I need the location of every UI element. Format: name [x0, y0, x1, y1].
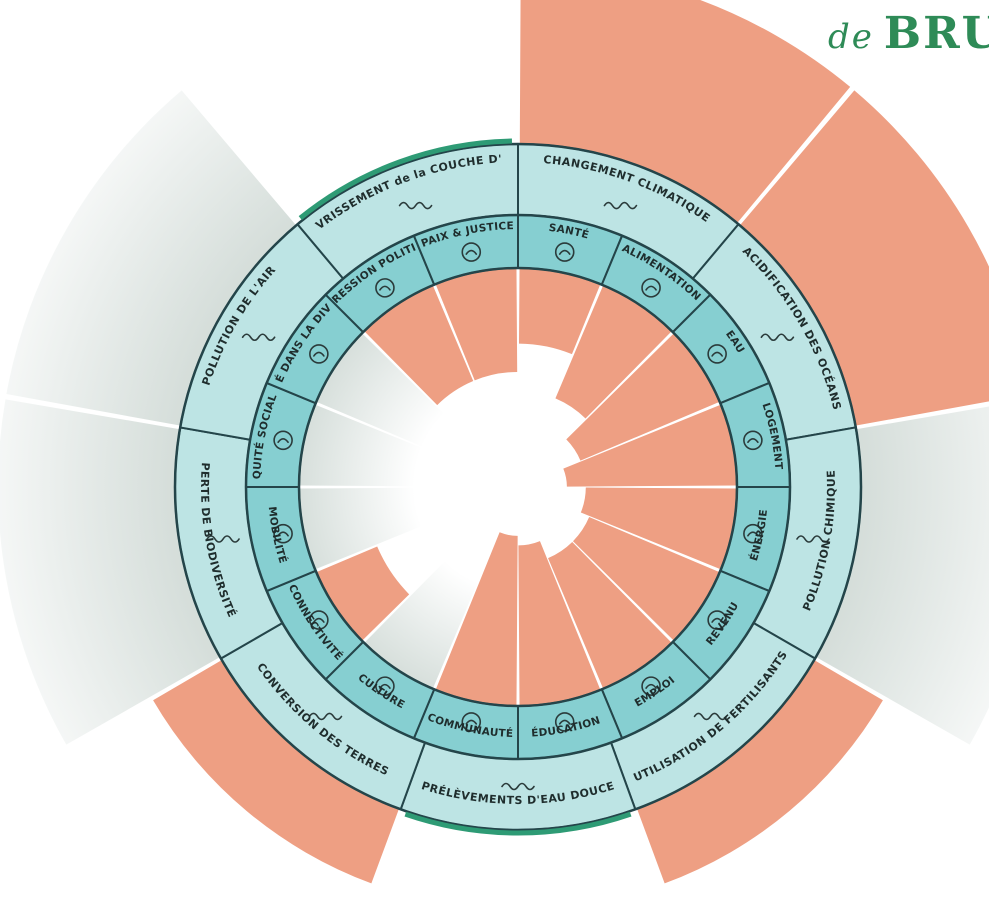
sketch-icons	[206, 201, 830, 791]
sketch-icon-culture	[375, 676, 395, 696]
safe-arc-prelevements-d-eau-douce	[404, 811, 632, 836]
shortfall-wedge-eau	[566, 333, 720, 461]
middle-ring-edge	[244, 213, 792, 761]
overshoot-wedge-utilisation-de-fertilisants	[636, 660, 883, 884]
shortfall-wedge-revenu	[573, 517, 720, 641]
sketch-icon-acidification-des-oceans	[760, 333, 795, 342]
shortfall-wedge-logement	[563, 404, 737, 487]
overshoot-wedge-acidification-des-oceans	[739, 90, 989, 426]
sketch-icon-education	[554, 712, 575, 732]
sketch-icon-pollution-chimique	[796, 535, 830, 543]
sketch-icon-changement-climatique	[603, 201, 638, 210]
shortfall-wedge-expression-politique	[364, 285, 474, 406]
sketch-icon-detail-connectivite	[313, 617, 325, 623]
shortfall-wedge-paix-justice	[435, 268, 518, 381]
sketch-icon-detail-education	[558, 719, 571, 725]
sketch-icon-eau	[707, 344, 727, 364]
sketch-icon-egalite-dans-la-diversite	[309, 344, 329, 364]
sketch-icon-detail-revenu	[711, 617, 723, 623]
title: de BRU	[828, 8, 989, 59]
sketch-icon-logement	[743, 430, 763, 451]
sketch-icon-prelevements-d-eau-douce	[501, 782, 535, 791]
shortfall-wedge-education	[518, 541, 601, 706]
sketch-icon-detail-mobilite	[277, 531, 289, 537]
sketch-icon-expression-politique	[375, 278, 395, 298]
sketch-icon-revenu	[707, 610, 727, 630]
sketch-icon-detail-communaute	[465, 719, 478, 725]
overshoot-wedge-pollution-chimique	[815, 406, 989, 745]
sketch-icon-energie	[743, 523, 763, 544]
shortfall-wedge-culture	[364, 508, 507, 689]
sketch-icon-perte-de-biodiversite	[206, 535, 240, 543]
shortfall-wedge-emploi	[548, 542, 672, 689]
title-lead: de	[828, 17, 874, 57]
sketch-icon-utilisation-de-fertilisants	[693, 712, 728, 721]
shortfall-wedge-equite-sociale	[299, 404, 464, 487]
sketch-icon-pollution-de-l-air	[241, 333, 276, 342]
shortfall-wedge-sante	[519, 268, 601, 355]
sketch-icon-detail-energie	[747, 531, 759, 537]
shortfall-wedge-mobilite	[299, 487, 456, 570]
shortfall-wedge-connectivite	[316, 546, 410, 641]
outer-ring-edge	[173, 142, 863, 832]
overshoot-wedge-pollution-de-l-air	[6, 90, 297, 426]
overshoot-wedge-changement-climatique	[519, 0, 851, 224]
sketch-icon-communaute	[461, 712, 482, 732]
ecological-overshoot-layer	[0, 0, 989, 884]
boundary-arcs	[298, 138, 632, 836]
sketch-icon-detail-sante	[558, 249, 571, 255]
sketch-icon-detail-expression-politique	[379, 285, 391, 291]
safe-arc-appauvrissement-de-la-couche-d-ozone	[298, 138, 513, 221]
sketch-icon-detail-alimentation	[645, 285, 657, 291]
sketch-icon-detail-emploi	[645, 683, 657, 689]
social-shortfall-layer	[299, 268, 737, 706]
sketch-icon-sante	[554, 242, 575, 262]
sketch-icon-detail-logement	[747, 437, 759, 444]
sketch-icon-detail-culture	[379, 683, 391, 689]
overshoot-wedge-perte-de-biodiversite	[0, 399, 221, 745]
inner-ring-edge	[297, 266, 739, 708]
sketch-icon-emploi	[641, 676, 661, 696]
sketch-icon-paix-justice	[461, 242, 482, 262]
title-main: BRU	[883, 8, 989, 59]
sketch-icon-detail-paix-justice	[465, 249, 478, 255]
shortfall-wedge-communaute	[435, 532, 518, 706]
sketch-icon-detail-eau	[711, 351, 723, 357]
sketch-icon-mobilite	[273, 523, 293, 544]
doughnut-rings	[173, 142, 863, 832]
shortfall-wedge-egalite-dans-la-diversite	[316, 333, 484, 468]
sketch-icon-detail-egalite-dans-la-diversite	[313, 351, 325, 357]
sketch-icon-alimentation	[641, 278, 661, 298]
sketch-icon-connectivite	[309, 610, 329, 630]
sketch-icon-detail-equite-sociale	[277, 437, 289, 444]
sketch-icon-appauvrissement-de-la-couche-d-ozone	[398, 201, 433, 210]
overshoot-wedge-conversion-des-terres	[153, 660, 400, 884]
sketch-icon-conversion-des-terres	[308, 712, 343, 721]
shortfall-wedge-alimentation	[555, 285, 672, 419]
sketch-icon-equite-sociale	[273, 430, 293, 451]
shortfall-wedge-energie	[580, 487, 737, 570]
